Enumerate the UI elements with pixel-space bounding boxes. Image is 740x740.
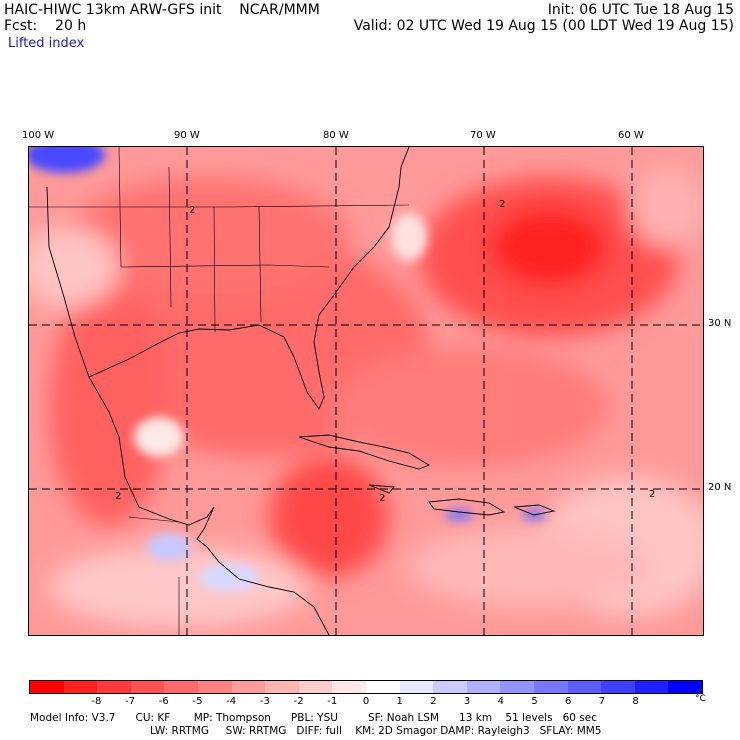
colorbar-tick-label: 4	[497, 696, 504, 707]
colorbar-tick-label: 8	[632, 696, 639, 707]
map-canvas: 2 2 2 2 2	[29, 147, 703, 635]
colorbar-cell	[668, 681, 702, 693]
coastlines	[46, 147, 556, 635]
colorbar-cell	[265, 681, 299, 693]
colorbar-cell	[130, 681, 165, 693]
state-borders	[29, 147, 410, 635]
colorbar-cell	[399, 681, 434, 693]
colorbar-cell	[298, 681, 333, 693]
colorbar	[29, 680, 703, 694]
colorbar-cell	[533, 681, 568, 693]
colorbar-cell	[197, 681, 232, 693]
colorbar-tick-label: 1	[396, 696, 403, 707]
colorbar-tick-label: 0	[362, 696, 370, 707]
colorbar-cell	[231, 681, 266, 693]
colorbar-tick-label: -6	[158, 696, 169, 707]
colorbar-tick-label: 7	[598, 696, 606, 707]
lon-label-70w: 70 W	[470, 130, 496, 141]
positive-li-areas	[29, 147, 546, 591]
contour-label: 2	[499, 199, 505, 210]
field-shading	[29, 167, 703, 627]
colorbar-cell	[634, 681, 669, 693]
colorbar-cell	[30, 681, 64, 693]
colorbar-tick-label: -1	[327, 696, 338, 707]
colorbar-tick-label: -7	[125, 696, 136, 707]
colorbar-tick-label: -8	[91, 696, 102, 707]
colorbar-tick-label: -4	[226, 696, 237, 707]
forecast-hour: Fcst: 20 h	[4, 18, 87, 34]
contour-label: 2	[115, 491, 121, 502]
colorbar-cell	[500, 681, 534, 693]
colorbar-cell	[466, 681, 501, 693]
colorbar-tick-label: 6	[565, 696, 572, 707]
colorbar-tick-label: 2	[430, 696, 437, 707]
lon-label-80w: 80 W	[323, 130, 349, 141]
colorbar-tick-label: -5	[192, 696, 203, 707]
colorbar-tick-label: -3	[259, 696, 270, 707]
lon-label-60w: 60 W	[618, 130, 644, 141]
colorbar-tick-label: -2	[293, 696, 304, 707]
lon-label-100w: 100 W	[22, 130, 55, 141]
colorbar-cell	[63, 681, 98, 693]
model-info-line-2: LW: RRTMG SW: RRTMG DIFF: full KM: 2D Sm…	[150, 725, 602, 737]
contour-labels: 2 2 2 2 2	[115, 199, 655, 504]
chart-title: HAIC-HIWC 13km ARW-GFS init NCAR/MMM	[4, 2, 320, 18]
colorbar-tick-label: 5	[531, 696, 538, 707]
lifted-index-map: 2 2 2 2 2	[28, 146, 704, 636]
lat-label-20n: 20 N	[708, 482, 732, 493]
colorbar-unit: °C	[695, 694, 706, 704]
colorbar-cell	[332, 681, 366, 693]
colorbar-cell	[567, 681, 602, 693]
colorbar-cell	[365, 681, 400, 693]
init-time: Init: 06 UTC Tue 18 Aug 15	[547, 2, 734, 18]
field-name: Lifted index	[8, 36, 85, 51]
colorbar-cell	[601, 681, 635, 693]
colorbar-cell	[433, 681, 467, 693]
lon-label-90w: 90 W	[174, 130, 200, 141]
graticule	[29, 147, 703, 635]
contour-label: 2	[189, 205, 195, 216]
valid-time: Valid: 02 UTC Wed 19 Aug 15 (00 LDT Wed …	[353, 18, 734, 34]
contour-label: 2	[649, 489, 655, 500]
colorbar-tick-label: 3	[463, 696, 471, 707]
colorbar-cell	[97, 681, 131, 693]
contour-label: 2	[379, 493, 385, 504]
lat-label-30n: 30 N	[708, 318, 732, 329]
model-info-line-1: Model Info: V3.7 CU: KF MP: Thompson PBL…	[30, 712, 597, 724]
colorbar-cell	[164, 681, 198, 693]
